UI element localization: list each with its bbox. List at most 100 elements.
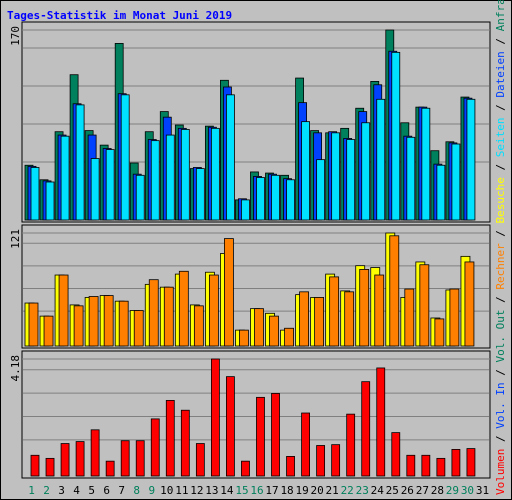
- bar: [361, 122, 371, 221]
- x-tick-label: 27: [416, 484, 429, 497]
- bar: [165, 134, 175, 221]
- x-tick-label: 4: [73, 484, 80, 497]
- bar: [148, 279, 159, 347]
- x-tick-label: 8: [133, 484, 140, 497]
- bar: [451, 143, 461, 221]
- x-tick-label: 2: [43, 484, 50, 497]
- bar: [434, 318, 445, 347]
- bar: [271, 393, 280, 477]
- x-tick-label: 23: [356, 484, 369, 497]
- bar: [376, 367, 386, 477]
- bar: [344, 291, 355, 347]
- bar: [329, 276, 340, 347]
- bar: [135, 440, 145, 477]
- bar: [436, 457, 446, 477]
- bar: [299, 291, 309, 347]
- bar: [133, 310, 144, 347]
- legend-separator: /: [494, 98, 507, 118]
- bar: [226, 376, 235, 477]
- x-tick-label: 3: [58, 484, 65, 497]
- legend-separator: /: [494, 31, 507, 51]
- bar: [226, 94, 235, 221]
- bar: [466, 448, 476, 477]
- y-tick-label: 170: [9, 26, 22, 46]
- x-tick-label: 14: [220, 484, 234, 497]
- legend-entry: Seiten: [494, 117, 507, 157]
- bar: [73, 305, 84, 347]
- bar: [316, 159, 326, 221]
- bar: [45, 181, 55, 221]
- legend-separator: /: [494, 157, 507, 177]
- bar: [301, 121, 310, 221]
- x-tick-label: 6: [103, 484, 110, 497]
- bar: [256, 396, 265, 477]
- bar: [30, 454, 40, 477]
- bar: [180, 409, 190, 477]
- bar: [391, 51, 401, 221]
- legend-separator: /: [494, 363, 507, 383]
- bar: [120, 440, 130, 477]
- legend-separator: /: [494, 290, 507, 310]
- bar: [120, 94, 130, 221]
- bar: [90, 158, 100, 221]
- legend-separator: /: [494, 223, 507, 243]
- x-tick-label: 17: [265, 484, 278, 497]
- x-tick-label: 18: [280, 484, 293, 497]
- bar: [376, 98, 386, 221]
- bar: [449, 288, 460, 347]
- bar: [105, 149, 115, 221]
- bar: [301, 412, 310, 477]
- x-tick-label: 16: [250, 484, 263, 497]
- x-tick-label: 19: [295, 484, 308, 497]
- bar: [165, 400, 175, 477]
- bar: [346, 413, 356, 477]
- x-tick-label: 25: [386, 484, 399, 497]
- bar: [316, 445, 326, 477]
- bar: [436, 164, 446, 221]
- legend-entry: Besuche: [494, 177, 507, 223]
- x-tick-label: 28: [431, 484, 444, 497]
- bar: [241, 460, 250, 477]
- bar: [163, 286, 174, 347]
- bar: [75, 441, 85, 477]
- x-tick-label: 10: [160, 484, 173, 497]
- bar: [193, 305, 204, 347]
- bar: [150, 140, 160, 221]
- x-tick-label: 7: [118, 484, 125, 497]
- bar: [451, 449, 461, 477]
- x-tick-label: 21: [326, 484, 339, 497]
- legend-entry: Anfragen: [494, 0, 507, 31]
- chart-title: Tages-Statistik im Monat Juni 2019: [7, 9, 232, 22]
- bar: [88, 296, 99, 347]
- bar: [178, 270, 189, 347]
- legend: Volumen / Vol. In / Vol. Out / Rechner /…: [494, 0, 507, 495]
- x-tick-label: 30: [461, 484, 474, 497]
- legend-entry: Rechner: [494, 243, 507, 290]
- bar: [90, 429, 100, 477]
- x-tick-label: 20: [311, 484, 324, 497]
- x-tick-label: 11: [175, 484, 188, 497]
- bar: [331, 444, 341, 477]
- bar: [331, 132, 341, 221]
- bar: [208, 274, 219, 347]
- bar: [210, 127, 220, 221]
- bar: [374, 274, 385, 347]
- legend-entry: Dateien: [494, 51, 507, 97]
- bar: [254, 308, 264, 347]
- y-tick-label: 4.18: [9, 355, 22, 382]
- x-tick-label: 9: [148, 484, 155, 497]
- bar: [466, 98, 476, 221]
- bar: [269, 315, 279, 347]
- x-tick-label: 26: [401, 484, 414, 497]
- x-tick-label: 5: [88, 484, 95, 497]
- bar: [105, 460, 115, 477]
- bar: [256, 177, 265, 221]
- x-tick-label: 12: [190, 484, 203, 497]
- bar: [75, 104, 85, 221]
- bar: [286, 179, 295, 221]
- bar: [180, 129, 190, 221]
- bar: [43, 315, 54, 347]
- bar: [361, 381, 371, 477]
- bar: [346, 139, 356, 221]
